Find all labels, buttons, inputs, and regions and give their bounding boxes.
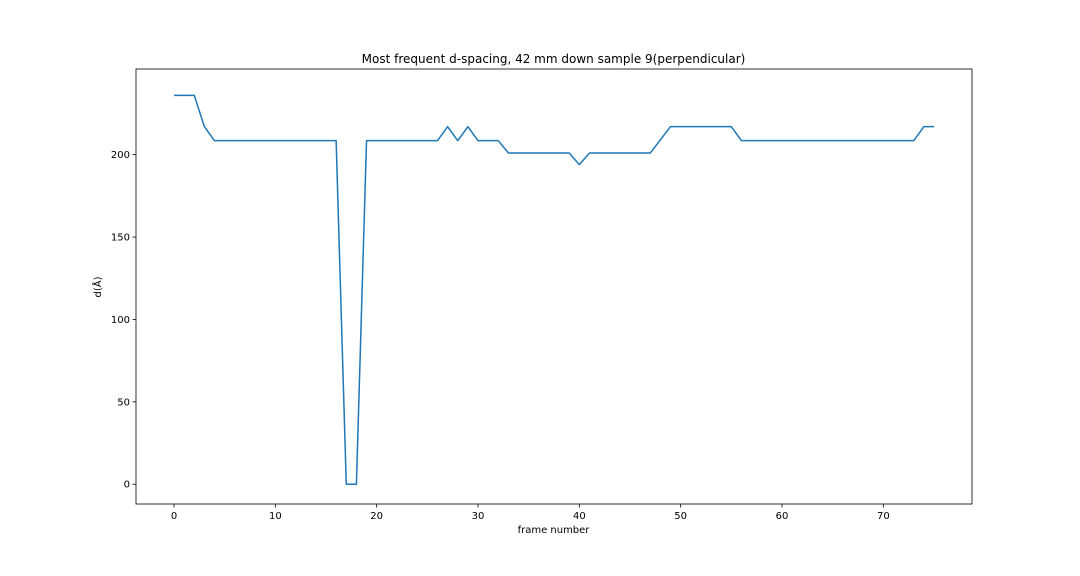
- plot-area: 0 10 20 30 40 50 60 70 0 50 100 150 200: [111, 68, 973, 522]
- x-tick-label: 30: [472, 511, 485, 522]
- y-axis-label: d(Å): [91, 276, 104, 297]
- x-tick-label: 70: [877, 511, 890, 522]
- x-tick-label: 40: [573, 511, 586, 522]
- series-line: [174, 94, 934, 485]
- chart-title: Most frequent d-spacing, 42 mm down samp…: [362, 52, 746, 66]
- y-tick-label: 150: [111, 233, 130, 244]
- x-tick-label: 50: [674, 511, 687, 522]
- y-tick-label: 100: [111, 315, 130, 326]
- y-tick-label: 50: [117, 397, 130, 408]
- x-tick-label: 10: [269, 511, 282, 522]
- x-axis-label: frame number: [518, 525, 591, 536]
- plot-frame: [135, 68, 973, 505]
- x-tick-label: 0: [171, 511, 177, 522]
- y-tick-label: 200: [111, 150, 130, 161]
- x-tick-label: 20: [370, 511, 383, 522]
- x-tick-label: 60: [776, 511, 789, 522]
- y-tick-label: 0: [124, 480, 130, 491]
